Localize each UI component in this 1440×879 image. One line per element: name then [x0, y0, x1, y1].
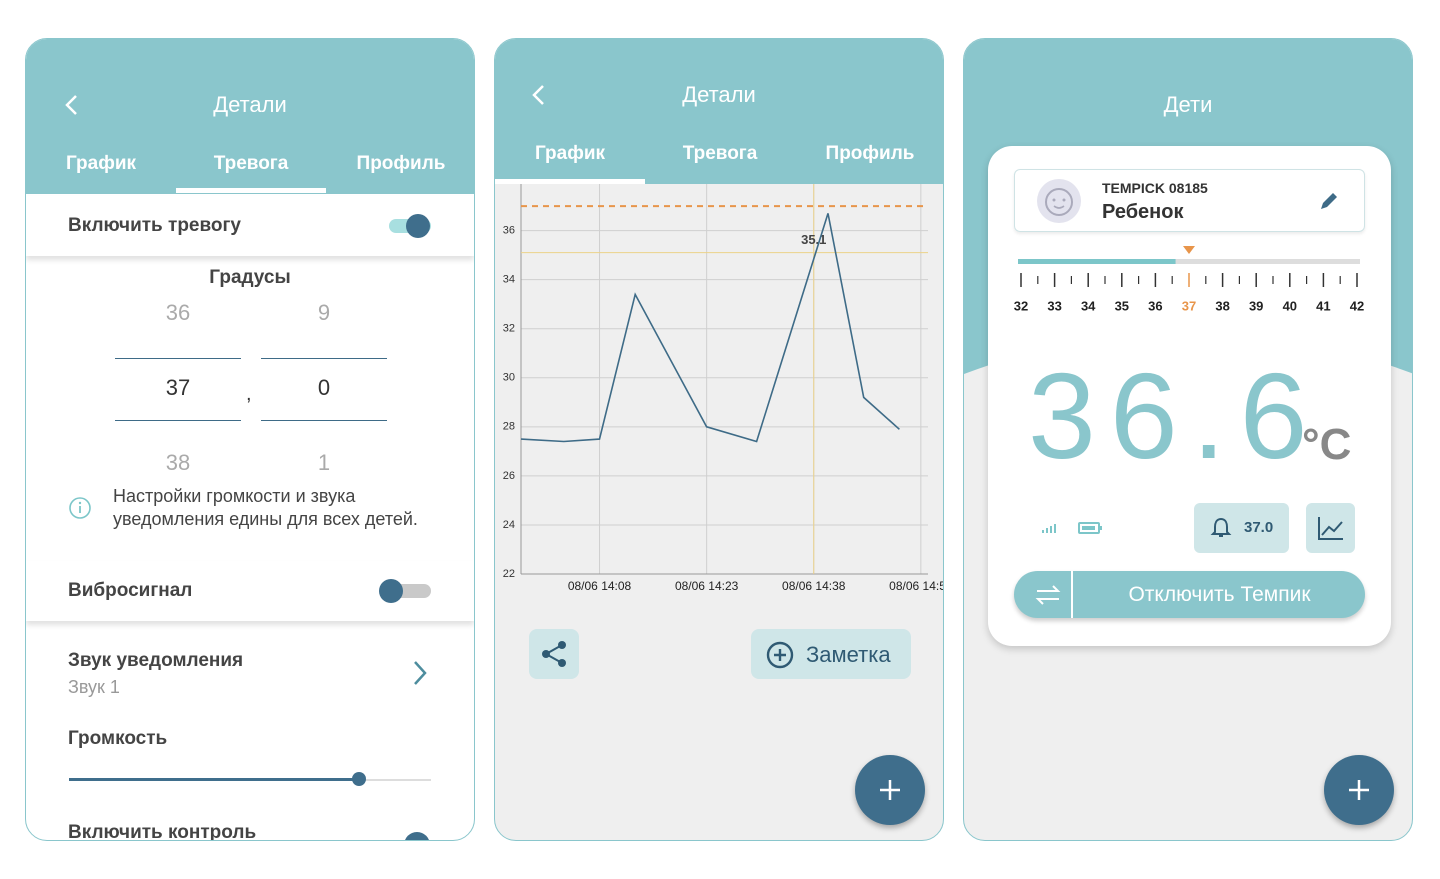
tab[interactable]: График: [65, 153, 137, 174]
label: Заметка: [806, 642, 891, 667]
x-tick-label: 08/06 14:23: [675, 579, 739, 593]
scale-label: 38: [1215, 298, 1229, 313]
device-id: TEMPICK 08185: [1102, 180, 1208, 196]
disconnect-button[interactable]: Отключить Темпик: [1014, 571, 1365, 618]
screen-children: Дети TEMPICK 08185 Ребенок 32 33 34 35 36 37 3…: [963, 38, 1413, 841]
toggle-knob: [379, 579, 403, 603]
slider-knob[interactable]: [352, 772, 366, 786]
status-icons: [1042, 522, 1102, 534]
scale-track: [1018, 259, 1360, 264]
scale-label: 34: [1081, 298, 1096, 313]
picker-item: 9: [317, 300, 331, 325]
tab[interactable]: Профиль: [356, 153, 446, 174]
edit-button[interactable]: [1318, 190, 1340, 212]
scale-label: 36: [1148, 298, 1162, 313]
unit: °C: [1302, 420, 1352, 469]
vibration-row: Вибросигнал: [26, 561, 474, 621]
tab[interactable]: Тревога: [213, 153, 289, 174]
avatar: [1037, 179, 1081, 223]
screen-graph: Детали График Тревога Профиль 22 24 26 28 30…: [494, 38, 944, 841]
graph-button[interactable]: [1306, 503, 1355, 553]
scale-label: 37: [1182, 298, 1196, 313]
info-text: Настройки громкости и звука уведомления …: [113, 486, 418, 529]
device-box[interactable]: TEMPICK 08185 Ребенок: [1014, 169, 1365, 232]
alarm-button[interactable]: 37.0: [1194, 503, 1289, 553]
title: Детали: [213, 92, 287, 117]
x-tick-label: 08/06 14:08: [568, 579, 632, 593]
back-button[interactable]: [62, 93, 82, 117]
label: Градусы: [209, 267, 291, 288]
header: [495, 39, 943, 184]
device-name: Ребенок: [1102, 201, 1184, 223]
tab-indicator: [176, 188, 326, 193]
scale-label: 42: [1350, 298, 1364, 313]
label: Включить тревогу: [68, 215, 242, 236]
label: Отключить Темпик: [1128, 583, 1311, 606]
sound-arrow[interactable]: [410, 659, 430, 687]
back-button[interactable]: [529, 83, 549, 107]
separator: ,: [246, 383, 252, 405]
add-button[interactable]: [855, 755, 925, 825]
tab[interactable]: Профиль: [825, 143, 915, 164]
y-tick-label: 30: [503, 372, 515, 384]
header: [26, 39, 474, 194]
child-card: TEMPICK 08185 Ребенок 32 33 34 35 36 37 38 39 40…: [988, 146, 1391, 646]
temperature: 36.6: [1028, 348, 1322, 484]
y-tick-label: 24: [503, 519, 515, 531]
tab[interactable]: График: [534, 143, 606, 164]
picker-item: 38: [165, 450, 191, 475]
y-tick-label: 32: [503, 323, 515, 335]
label: Вибросигнал: [68, 580, 193, 601]
alarm-row: Включить тревогу: [26, 196, 474, 256]
toggle-knob[interactable]: [404, 832, 430, 840]
y-tick-label: 26: [503, 470, 515, 482]
tab-indicator: [495, 179, 645, 184]
scale-label: 39: [1249, 298, 1263, 313]
x-tick-label: 08/06 14:53: [889, 579, 944, 593]
scale-label: 32: [1014, 298, 1028, 313]
y-tick-label: 28: [503, 421, 515, 433]
y-tick-label: 36: [503, 225, 515, 237]
scale-label: 33: [1047, 298, 1061, 313]
y-tick-label: 34: [503, 274, 515, 286]
tab[interactable]: Тревога: [682, 143, 758, 164]
data-line: [520, 213, 900, 443]
scale-label: 35: [1115, 298, 1129, 313]
picker-item: 1: [317, 450, 331, 475]
alarm-value: 37.0: [1244, 519, 1274, 536]
crosshair-label: 35.1: [801, 232, 826, 247]
info-icon: [69, 497, 91, 519]
label: Звук уведомления: [68, 650, 244, 671]
label: Включить контроль: [68, 822, 257, 841]
title: Детали: [682, 82, 756, 107]
screen-alarm: Детали График Тревога Профиль Включить т…: [25, 38, 475, 841]
chart: 22 24 26 28 30 32 34 36 08/06 14:08 08/06 14:23 08…: [503, 184, 944, 593]
label: Громкость: [68, 728, 168, 749]
picker-item[interactable]: 37: [165, 375, 191, 400]
y-tick-label: 22: [503, 568, 515, 580]
alarm-marker: [1183, 246, 1195, 254]
picker-item: 36: [165, 300, 191, 325]
note-button[interactable]: Заметка: [751, 629, 911, 679]
temperature-scale: 32 33 34 35 36 37 38 39 40 41 42: [1014, 246, 1364, 313]
picker-item[interactable]: 0: [317, 375, 331, 400]
value: Звук 1: [68, 677, 120, 697]
share-button[interactable]: [529, 629, 579, 679]
add-button[interactable]: [1324, 755, 1394, 825]
scale-fill: [1018, 259, 1176, 264]
toggle-knob: [406, 214, 430, 238]
scale-label: 41: [1316, 298, 1330, 313]
title: Дети: [1163, 92, 1213, 117]
scale-label: 40: [1283, 298, 1297, 313]
x-tick-label: 08/06 14:38: [782, 579, 846, 593]
